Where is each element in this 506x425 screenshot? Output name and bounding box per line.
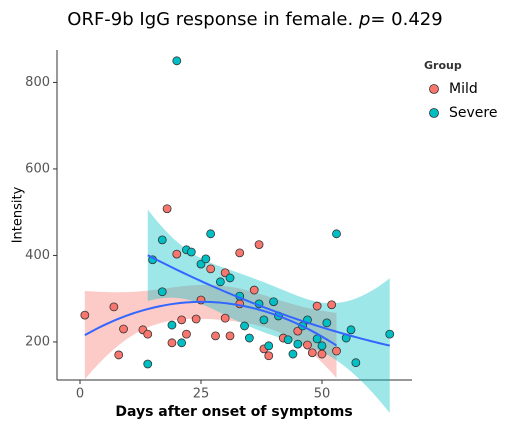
- smooth-line: [84, 300, 338, 347]
- legend-marker: [429, 108, 439, 118]
- point: [109, 302, 119, 312]
- point: [80, 310, 90, 320]
- point: [312, 301, 322, 311]
- legend-marker: [429, 84, 439, 94]
- legend-label: Mild: [449, 81, 478, 97]
- point: [162, 204, 172, 214]
- y-tick-label: 400: [25, 248, 50, 263]
- point: [307, 348, 317, 358]
- point: [317, 341, 327, 351]
- point: [182, 329, 191, 339]
- x-tick-label: 50: [314, 387, 331, 402]
- x-tick-label: 0: [76, 387, 84, 402]
- point: [167, 320, 177, 330]
- y-tick-label: 800: [25, 75, 50, 90]
- point: [157, 235, 167, 245]
- point: [269, 297, 278, 307]
- point: [288, 349, 298, 359]
- smooth-line: [147, 254, 390, 347]
- point: [332, 229, 341, 239]
- point: [172, 249, 182, 259]
- point: [177, 338, 187, 348]
- point: [206, 264, 216, 274]
- point: [157, 287, 167, 297]
- stat-label: p: [358, 9, 370, 30]
- confidence-band: [147, 209, 390, 414]
- point: [206, 229, 216, 239]
- point: [283, 335, 293, 345]
- y-tick-label: 200: [25, 334, 50, 349]
- point: [244, 333, 254, 343]
- point: [322, 318, 332, 328]
- point: [240, 321, 249, 331]
- stat-text: = 0.429: [370, 9, 442, 30]
- point: [332, 346, 341, 356]
- y-tick-label: 600: [25, 161, 50, 176]
- point: [143, 329, 153, 339]
- point: [201, 254, 211, 264]
- point: [303, 340, 312, 350]
- point: [264, 341, 274, 351]
- point: [172, 56, 182, 66]
- point: [259, 315, 269, 325]
- point: [191, 314, 201, 324]
- point: [317, 349, 327, 359]
- title-text: ORF-9b IgG response in female.: [67, 9, 353, 30]
- point: [119, 324, 128, 334]
- x-tick-label: 25: [193, 387, 210, 402]
- point: [114, 350, 124, 360]
- x-axis-label: Days after onset of symptoms: [115, 404, 352, 420]
- point: [385, 329, 395, 339]
- point: [215, 277, 225, 287]
- point: [220, 313, 230, 323]
- point: [143, 359, 153, 369]
- point: [167, 338, 177, 348]
- legend-label: Severe: [449, 105, 497, 121]
- legend-title: Group: [424, 59, 462, 72]
- chart-title: ORF-9b IgG response in female. p= 0.429: [67, 9, 442, 30]
- y-axis-label: Intensity: [11, 186, 26, 243]
- point: [177, 315, 187, 325]
- point: [264, 351, 274, 361]
- point: [211, 331, 220, 341]
- point: [225, 273, 235, 283]
- point: [327, 300, 337, 310]
- point: [235, 248, 245, 258]
- point: [254, 240, 264, 250]
- point: [249, 285, 259, 295]
- point: [346, 325, 356, 335]
- point: [351, 358, 361, 368]
- point: [225, 331, 235, 341]
- point: [293, 339, 303, 349]
- point: [186, 247, 196, 257]
